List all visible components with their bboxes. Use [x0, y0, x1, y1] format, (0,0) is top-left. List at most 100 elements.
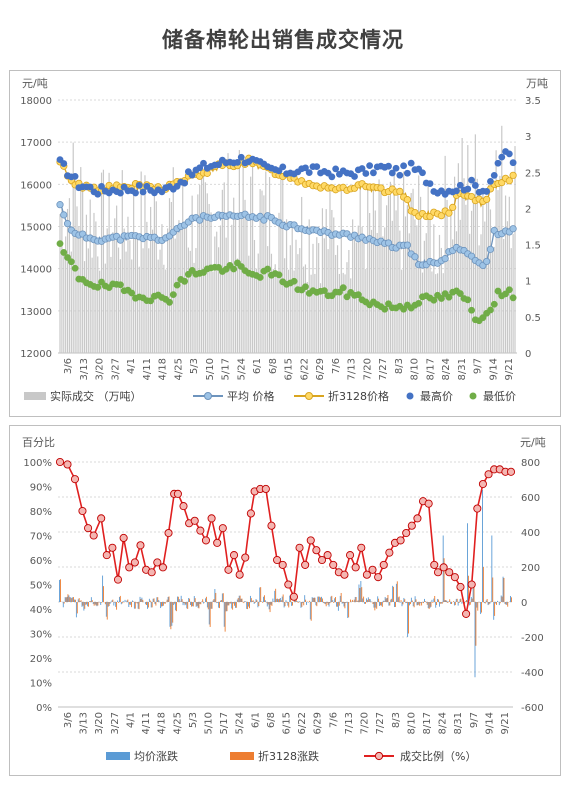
ratio-point [402, 529, 411, 538]
avg-change-bar [85, 602, 87, 605]
std3128-change-bar [189, 598, 191, 602]
volume-bar [165, 269, 167, 353]
high-price-point [94, 190, 102, 198]
high-price-point [135, 181, 143, 189]
y-tick-right: -200 [521, 633, 544, 644]
avg-change-bar [130, 602, 132, 605]
avg-price-point [441, 255, 449, 263]
volume-bar [282, 178, 284, 353]
std3128-change-bar [331, 595, 333, 602]
avg-price-point [483, 257, 491, 266]
low-price-point [128, 289, 136, 297]
std3128-change-bar [114, 602, 116, 603]
avg-change-bar [212, 600, 214, 602]
avg-change-bar [433, 598, 435, 602]
avg-change-bar [332, 600, 334, 602]
std3128-change-bar [312, 597, 314, 602]
avg-change-bar [343, 602, 345, 607]
volume-bar [376, 232, 378, 353]
std3128-change-bar [477, 602, 479, 611]
std3128-change-bar [166, 599, 168, 602]
volume-bar [233, 197, 235, 353]
std3128-change-bar [344, 602, 346, 609]
volume-bar [370, 229, 373, 353]
high-price-point [487, 177, 494, 185]
ratio-point [340, 570, 349, 579]
avg-change-bar [167, 596, 169, 602]
high-price-point [328, 173, 336, 181]
y-tick-left: 60% [30, 556, 52, 567]
volume-bar [325, 209, 327, 353]
volume-bar [293, 270, 295, 353]
std3128-change-bar [481, 602, 482, 613]
ratio-point [102, 551, 111, 560]
volume-bar [501, 125, 503, 353]
avg-change-bar [169, 602, 171, 627]
std3128-change-bar [333, 602, 335, 603]
std3128-change-bar [452, 601, 454, 602]
avg-change-bar [347, 602, 349, 619]
high-price-point [362, 170, 370, 177]
ratio-point [224, 565, 233, 574]
volume-bar [255, 268, 257, 353]
ratio-point [317, 555, 327, 565]
avg-change-bar [89, 601, 90, 602]
volume-bar [482, 189, 484, 353]
volume-bar [72, 142, 74, 353]
x-tick: 5/17 [221, 358, 232, 380]
std3128-change-bar [436, 602, 438, 606]
low-price-point [468, 306, 475, 314]
page-title: 储备棉轮出销售成交情况 [162, 28, 404, 52]
volume-bar [280, 179, 282, 353]
volume-bar [274, 264, 276, 353]
avg-change-bar [77, 599, 79, 602]
std3128-change-bar [149, 600, 151, 602]
volume-bar [302, 266, 305, 353]
y-tick-right: 3.5 [525, 96, 541, 107]
y-tick-right: 200 [521, 563, 540, 574]
volume-bar [102, 169, 105, 353]
avg-change-bar [322, 602, 324, 603]
std3128-change-bar [278, 598, 280, 602]
avg-price-point [384, 239, 393, 247]
avg-change-bar [264, 600, 266, 602]
std3128-change-bar [228, 602, 230, 606]
avg-change-bar [360, 581, 362, 602]
volume-bar [421, 272, 424, 353]
volume-bar [242, 165, 244, 353]
std3128-change-bar [301, 602, 303, 607]
volume-bar [301, 196, 303, 353]
volume-bar [497, 190, 499, 353]
volume-bar [225, 237, 227, 353]
volume-bar [216, 231, 218, 353]
std3128-change-bar [361, 587, 363, 602]
avg-change-bar [118, 596, 120, 602]
std3128-change-bar [89, 601, 91, 602]
avg-change-bar [397, 597, 399, 602]
avg-change-bar [281, 596, 283, 602]
avg-change-bar [330, 596, 332, 602]
std3128-change-bar [353, 599, 355, 602]
ratio-point [84, 524, 93, 533]
std3128-change-bar [181, 599, 183, 602]
std3128-change-bar [258, 602, 260, 607]
low-price-point [275, 271, 283, 279]
avg-change-bar [354, 596, 356, 602]
avg-change-bar [227, 602, 229, 606]
avg-change-bar [233, 602, 235, 604]
volume-bar [244, 199, 246, 353]
low-price-point [173, 281, 181, 289]
avg-change-bar [440, 602, 442, 604]
std3128-change-bar [458, 602, 460, 603]
std3128-change-bar [60, 579, 61, 602]
ratio-point [190, 516, 199, 525]
avg-change-bar [425, 602, 427, 603]
std3128-change-bar [310, 602, 312, 621]
avg-change-bar [296, 601, 298, 602]
avg-change-bar [461, 602, 463, 604]
std3128-price-point [377, 184, 385, 192]
std3128-change-bar [106, 602, 108, 620]
volume-bar [399, 230, 401, 353]
volume-bar [406, 205, 408, 353]
volume-bar [234, 215, 237, 353]
